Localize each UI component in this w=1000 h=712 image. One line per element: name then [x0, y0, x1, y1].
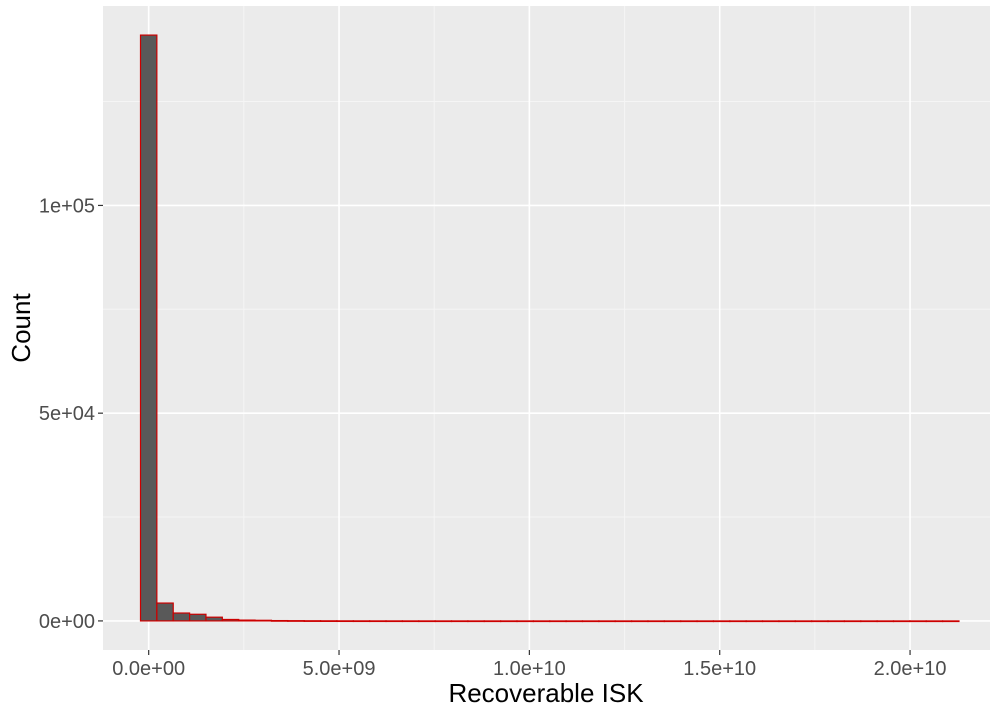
histogram-bar — [860, 620, 878, 623]
minor-gridlines — [103, 6, 990, 650]
histogram-bar — [892, 620, 911, 623]
histogram-bar — [647, 620, 665, 623]
y-axis-ticks: 0e+00 5e+04 1e+05 — [39, 195, 103, 633]
x-axis-title: Recoverable ISK — [448, 678, 644, 708]
histogram-bar — [418, 620, 436, 623]
histogram-bar — [172, 612, 191, 622]
x-tick-label: 2.0e+10 — [874, 658, 947, 680]
histogram-bar — [221, 618, 240, 622]
histogram-bar — [467, 620, 485, 623]
histogram-bar — [811, 620, 829, 623]
histogram-bar — [745, 620, 764, 623]
y-tick-label: 5e+04 — [39, 403, 95, 425]
histogram-bar — [696, 620, 715, 623]
histogram-bar — [630, 620, 649, 623]
histogram-bar — [663, 620, 682, 623]
histogram-bar — [532, 620, 551, 623]
histogram-bar — [434, 620, 453, 623]
histogram-bar — [712, 620, 731, 623]
histogram-bar — [450, 620, 469, 623]
histogram-bar — [189, 613, 207, 622]
histogram-bar — [827, 620, 845, 623]
histogram-bar — [909, 620, 927, 623]
y-tick-label: 0e+00 — [39, 611, 95, 633]
histogram-bar — [483, 620, 502, 623]
x-tick-label: 5.0e+09 — [303, 658, 376, 680]
histogram-bar — [761, 620, 780, 623]
histogram-bar — [205, 616, 223, 622]
histogram-bar — [319, 620, 338, 622]
histogram-bar — [614, 620, 633, 623]
histogram-bar — [336, 620, 354, 623]
histogram-bar — [385, 620, 404, 623]
histogram-bar — [794, 620, 813, 623]
histogram-bar — [680, 620, 698, 623]
histogram-bar — [270, 619, 289, 622]
y-axis-title: Count — [6, 293, 36, 363]
histogram-bar — [876, 620, 895, 623]
y-tick-label: 1e+05 — [39, 195, 95, 217]
x-axis-ticks: 0.0e+00 5.0e+09 1.0e+10 1.5e+10 2.0e+10 — [112, 650, 946, 680]
histogram-bar — [565, 620, 584, 623]
histogram-bar — [369, 620, 387, 623]
histogram-bar — [401, 620, 420, 623]
histogram-bar — [942, 620, 960, 623]
histogram-bars — [139, 34, 960, 623]
histogram-bar — [925, 620, 944, 623]
x-tick-label: 0.0e+00 — [112, 658, 185, 680]
histogram-bar — [500, 620, 518, 623]
histogram-bar — [238, 619, 256, 622]
x-tick-label: 1.5e+10 — [683, 658, 756, 680]
histogram-bar — [843, 620, 862, 623]
histogram-bar — [352, 620, 371, 623]
histogram-bar — [254, 619, 273, 622]
histogram-bar — [156, 602, 174, 622]
histogram-bar — [729, 620, 747, 623]
histogram-bar — [287, 620, 305, 622]
histogram-bar — [598, 620, 616, 623]
histogram-bar — [778, 620, 796, 623]
x-tick-label: 1.0e+10 — [493, 658, 566, 680]
histogram-bar — [303, 620, 322, 622]
histogram-bar — [549, 620, 567, 623]
plot-panel — [103, 6, 990, 650]
histogram-bar — [581, 620, 600, 623]
histogram-bar — [139, 34, 158, 622]
histogram-bar — [516, 620, 534, 623]
